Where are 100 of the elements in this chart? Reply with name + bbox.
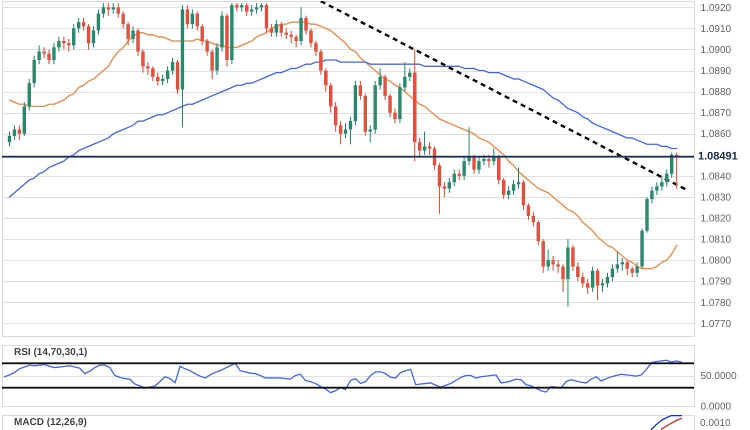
candlestick bbox=[32, 55, 36, 88]
candlestick bbox=[526, 202, 530, 221]
candlestick bbox=[660, 175, 664, 192]
candlestick bbox=[299, 6, 303, 46]
candlestick bbox=[146, 62, 150, 76]
y-tick-label: 1.0830 bbox=[700, 192, 732, 204]
candlestick bbox=[250, 4, 254, 16]
candlestick bbox=[338, 120, 342, 145]
candlestick bbox=[506, 186, 510, 200]
candlestick bbox=[121, 11, 125, 29]
candlestick bbox=[294, 34, 298, 48]
y-tick-label: 1.0900 bbox=[700, 44, 732, 56]
candlestick bbox=[590, 266, 594, 292]
candlestick bbox=[126, 22, 130, 46]
candlestick bbox=[448, 177, 452, 194]
chart-title: RSI (14,70,30,1) bbox=[14, 347, 88, 358]
candlestick bbox=[670, 152, 674, 178]
y-tick-label: 1.0770 bbox=[700, 318, 732, 330]
candlestick bbox=[112, 2, 115, 14]
candlestick bbox=[522, 180, 526, 210]
candlestick bbox=[438, 162, 442, 214]
candlestick bbox=[96, 8, 100, 36]
y-tick-label: 1.0820 bbox=[700, 214, 732, 225]
candlestick bbox=[280, 22, 283, 38]
line-series bbox=[320, 1, 688, 191]
candlestick bbox=[620, 258, 624, 272]
candlestick bbox=[393, 108, 397, 124]
candlestick bbox=[205, 38, 209, 56]
candlestick bbox=[254, 2, 258, 14]
candlestick bbox=[18, 124, 22, 141]
candlestick bbox=[536, 220, 540, 246]
candlestick bbox=[581, 272, 584, 288]
y-tick-label: 1.0880 bbox=[700, 87, 732, 98]
text: 0.0010 bbox=[700, 418, 732, 429]
candlestick bbox=[452, 169, 456, 187]
candlestick bbox=[422, 131, 426, 156]
y-tick-label: 1.0920 bbox=[700, 2, 732, 14]
y-tick-label: 1.0860 bbox=[700, 129, 732, 140]
candlestick bbox=[289, 30, 293, 44]
candlestick bbox=[665, 169, 668, 187]
y-tick-label: 1.0890 bbox=[700, 66, 732, 78]
candlestick bbox=[72, 24, 76, 50]
candlestick bbox=[626, 260, 629, 276]
candlestick bbox=[270, 24, 274, 38]
candlestick bbox=[42, 46, 46, 58]
chart-title: MACD (12,26,9) bbox=[14, 417, 87, 428]
y-tick-label: 50.0000 bbox=[700, 371, 738, 382]
candlestick bbox=[151, 66, 154, 82]
candlestick bbox=[630, 266, 634, 278]
candlestick bbox=[546, 249, 550, 272]
candlestick bbox=[76, 17, 80, 34]
candlestick bbox=[186, 4, 190, 29]
y-tick-label: 1.0780 bbox=[700, 298, 732, 309]
candlestick bbox=[487, 154, 491, 168]
candlestick bbox=[196, 11, 199, 31]
candlestick bbox=[502, 177, 506, 200]
candlestick bbox=[497, 154, 500, 185]
candlestick bbox=[160, 74, 164, 86]
candlestick bbox=[462, 156, 466, 181]
candlestick bbox=[516, 166, 520, 190]
candlestick bbox=[655, 182, 659, 196]
candlestick bbox=[62, 36, 66, 50]
candlestick bbox=[571, 244, 575, 272]
y-tick-label: 1.0840 bbox=[700, 171, 732, 182]
candlestick bbox=[532, 211, 536, 227]
candlestick bbox=[319, 48, 323, 76]
candlestick bbox=[116, 2, 120, 18]
candlestick bbox=[274, 19, 278, 38]
candlestick bbox=[37, 44, 41, 65]
candlestick bbox=[368, 124, 372, 143]
candlestick bbox=[28, 78, 31, 112]
y-tick-label: 1.0790 bbox=[700, 276, 732, 288]
line-series bbox=[4, 360, 682, 394]
candlestick bbox=[334, 102, 338, 132]
candlestick bbox=[378, 68, 382, 90]
candlestick bbox=[482, 154, 486, 166]
y-tick-label: 0.0000 bbox=[700, 402, 732, 412]
ref-line-label: 1.08491 bbox=[698, 150, 738, 163]
candlestick bbox=[329, 82, 332, 114]
candlestick bbox=[383, 74, 387, 101]
candlestick bbox=[610, 264, 614, 282]
candlestick bbox=[512, 180, 516, 196]
candlestick bbox=[141, 48, 145, 74]
candlestick bbox=[12, 124, 16, 141]
candlestick bbox=[606, 272, 610, 288]
candlestick bbox=[210, 48, 214, 80]
candlestick bbox=[166, 66, 170, 84]
candlestick bbox=[650, 186, 654, 204]
candlestick bbox=[106, 2, 110, 16]
candlestick bbox=[408, 68, 412, 82]
candlestick bbox=[170, 57, 174, 76]
candlestick bbox=[596, 268, 600, 301]
y-tick-label: 1.0870 bbox=[700, 108, 732, 120]
candlestick bbox=[244, 2, 248, 16]
candlestick bbox=[358, 80, 362, 101]
candlestick bbox=[67, 38, 70, 52]
candlestick bbox=[551, 255, 555, 272]
y-tick-label: 1.0810 bbox=[700, 234, 732, 246]
candlestick bbox=[47, 48, 51, 65]
candlestick bbox=[418, 137, 422, 158]
